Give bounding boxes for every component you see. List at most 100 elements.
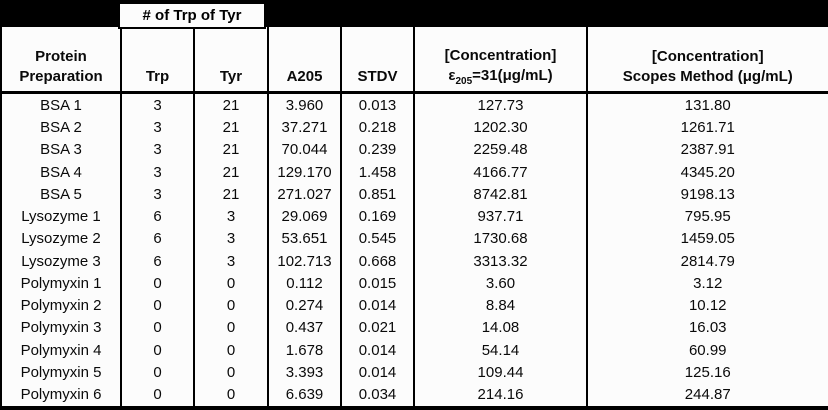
cell-name: Polymyxin 2 xyxy=(0,294,122,317)
col-header-trp: Trp xyxy=(120,26,195,94)
cell-name: BSA 5 xyxy=(0,183,122,206)
cell-stdv: 0.851 xyxy=(340,183,415,206)
cell-stdv: 0.668 xyxy=(340,249,415,273)
table-row: Lysozyme 1 6 3 29.069 0.169 937.71 795.95 xyxy=(0,205,828,228)
cell-conc_scopes: 16.03 xyxy=(586,316,828,340)
cell-conc_e205: 937.71 xyxy=(413,205,588,228)
cell-name: Polymyxin 4 xyxy=(0,339,122,362)
cell-conc_e205: 214.16 xyxy=(413,383,588,408)
cell-tyr: 0 xyxy=(193,361,269,384)
cell-a205: 70.044 xyxy=(267,138,342,161)
cell-conc_scopes: 131.80 xyxy=(586,92,828,117)
table-row: Polymyxin 6 0 0 6.639 0.034 214.16 244.87 xyxy=(0,383,828,408)
cell-conc_e205: 1730.68 xyxy=(413,227,588,250)
cell-conc_scopes: 125.16 xyxy=(586,361,828,384)
cell-a205: 0.437 xyxy=(267,316,342,340)
cell-conc_scopes: 1459.05 xyxy=(586,227,828,250)
cell-tyr: 3 xyxy=(193,227,269,250)
cell-name: Polymyxin 1 xyxy=(0,272,122,295)
table-row: Polymyxin 4 0 0 1.678 0.014 54.14 60.99 xyxy=(0,339,828,362)
table-row: Polymyxin 2 0 0 0.274 0.014 8.84 10.12 xyxy=(0,294,828,317)
cell-stdv: 0.021 xyxy=(340,316,415,340)
cell-stdv: 0.169 xyxy=(340,205,415,228)
cell-a205: 0.112 xyxy=(267,272,342,295)
cell-name: Polymyxin 5 xyxy=(0,361,122,384)
epsilon-subscript: 205 xyxy=(455,76,473,87)
cell-trp: 3 xyxy=(120,92,195,117)
cell-conc_scopes: 2814.79 xyxy=(586,249,828,273)
table-row: Lysozyme 3 6 3 102.713 0.668 3313.32 2814.79 xyxy=(0,249,828,273)
cell-name: Lysozyme 3 xyxy=(0,249,122,273)
cell-trp: 0 xyxy=(120,361,195,384)
cell-a205: 1.678 xyxy=(267,339,342,362)
table-row: Lysozyme 2 6 3 53.651 0.545 1730.68 1459.05 xyxy=(0,227,828,250)
cell-conc_e205: 8742.81 xyxy=(413,183,588,206)
cell-trp: 0 xyxy=(120,383,195,408)
col-header-stdv: STDV xyxy=(340,26,415,94)
table-row: Polymyxin 5 0 0 3.393 0.014 109.44 125.16 xyxy=(0,361,828,384)
cell-a205: 3.393 xyxy=(267,361,342,384)
cell-conc_e205: 1202.30 xyxy=(413,116,588,139)
cell-a205: 6.639 xyxy=(267,383,342,408)
cell-conc_e205: 2259.48 xyxy=(413,138,588,161)
cell-conc_scopes: 1261.71 xyxy=(586,116,828,139)
header-line: [Concentration] xyxy=(444,46,557,64)
cell-tyr: 0 xyxy=(193,316,269,340)
table-body: BSA 1 3 21 3.960 0.013 127.73 131.80 BSA 2 3 21 37… xyxy=(0,92,828,408)
cell-tyr: 21 xyxy=(193,183,269,206)
cell-conc_e205: 14.08 xyxy=(413,316,588,340)
cell-tyr: 0 xyxy=(193,339,269,362)
header-line: ε205=31(μg/mL) xyxy=(416,66,585,87)
cell-conc_scopes: 244.87 xyxy=(586,383,828,408)
cell-trp: 0 xyxy=(120,272,195,295)
cell-a205: 271.027 xyxy=(267,183,342,206)
cell-a205: 29.069 xyxy=(267,205,342,228)
cell-conc_scopes: 4345.20 xyxy=(586,160,828,184)
col-header-concentration-scopes: [Concentration] Scopes Method (μg/mL) xyxy=(586,26,828,94)
cell-stdv: 0.545 xyxy=(340,227,415,250)
cell-conc_e205: 3.60 xyxy=(413,272,588,295)
cell-name: BSA 4 xyxy=(0,160,122,184)
cell-a205: 53.651 xyxy=(267,227,342,250)
cell-conc_e205: 4166.77 xyxy=(413,160,588,184)
table-row: BSA 3 3 21 70.044 0.239 2259.48 2387.91 xyxy=(0,138,828,161)
cell-a205: 3.960 xyxy=(267,92,342,117)
cell-conc_scopes: 795.95 xyxy=(586,205,828,228)
cell-stdv: 0.013 xyxy=(340,92,415,117)
cell-conc_e205: 8.84 xyxy=(413,294,588,317)
cell-tyr: 21 xyxy=(193,92,269,117)
table-row: BSA 4 3 21 129.170 1.458 4166.77 4345.20 xyxy=(0,160,828,184)
table-row: BSA 5 3 21 271.027 0.851 8742.81 9198.13 xyxy=(0,183,828,206)
cell-conc_e205: 127.73 xyxy=(413,92,588,117)
cell-conc_scopes: 2387.91 xyxy=(586,138,828,161)
col-header-protein-preparation: Protein Preparation xyxy=(0,26,122,94)
cell-stdv: 0.014 xyxy=(340,339,415,362)
table-header: Protein Preparation Trp Tyr A205 STDV [C… xyxy=(0,26,828,94)
cell-stdv: 0.034 xyxy=(340,383,415,408)
table-row: BSA 1 3 21 3.960 0.013 127.73 131.80 xyxy=(0,92,828,117)
cell-trp: 3 xyxy=(120,160,195,184)
cell-conc_scopes: 10.12 xyxy=(586,294,828,317)
col-header-concentration-e205: [Concentration] ε205=31(μg/mL) xyxy=(413,26,588,94)
cell-name: BSA 1 xyxy=(0,92,122,117)
cell-trp: 0 xyxy=(120,294,195,317)
cell-trp: 6 xyxy=(120,227,195,250)
cell-tyr: 21 xyxy=(193,116,269,139)
cell-stdv: 0.239 xyxy=(340,138,415,161)
cell-trp: 6 xyxy=(120,205,195,228)
cell-conc_scopes: 9198.13 xyxy=(586,183,828,206)
cell-name: Lysozyme 2 xyxy=(0,227,122,250)
cell-tyr: 3 xyxy=(193,249,269,273)
cell-trp: 3 xyxy=(120,116,195,139)
cell-trp: 0 xyxy=(120,339,195,362)
cell-stdv: 0.218 xyxy=(340,116,415,139)
cell-trp: 0 xyxy=(120,316,195,340)
cell-tyr: 0 xyxy=(193,383,269,408)
header-line: [Concentration] xyxy=(651,47,764,65)
cell-conc_e205: 3313.32 xyxy=(413,249,588,273)
header-line: Preparation xyxy=(19,67,103,85)
cell-a205: 0.274 xyxy=(267,294,342,317)
cell-stdv: 0.014 xyxy=(340,294,415,317)
cell-name: Lysozyme 1 xyxy=(0,205,122,228)
